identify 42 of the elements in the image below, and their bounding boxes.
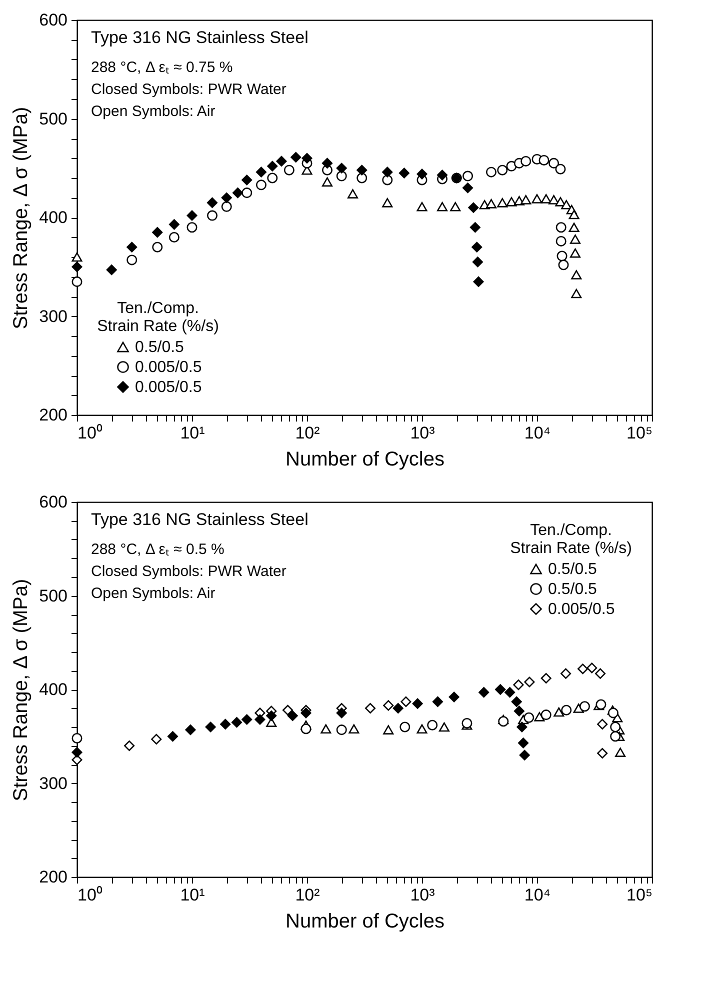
x-tick-label: 10⁵ bbox=[626, 886, 652, 904]
y-tick-label: 300 bbox=[39, 306, 68, 326]
x-tick-label: 10¹ bbox=[180, 886, 206, 904]
y-tick-label: 600 bbox=[39, 10, 68, 30]
x-tick-label: 10² bbox=[295, 886, 320, 904]
legend-label: 0.5/0.5 bbox=[548, 581, 598, 598]
x-tick-label: 10⁴ bbox=[524, 424, 551, 442]
legend-title: Ten./Comp. Strain Rate (%/s) bbox=[97, 300, 219, 335]
annotation: Closed Symbols: PWR Water bbox=[91, 81, 286, 98]
annotation: Closed Symbols: PWR Water bbox=[91, 563, 286, 580]
x-axis-title: Number of Cycles bbox=[286, 910, 444, 932]
y-axis-title: Stress Range, Δ σ (MPa) bbox=[10, 106, 32, 330]
y-tick-label: 500 bbox=[39, 586, 68, 606]
y-tick-label: 600 bbox=[39, 492, 68, 512]
y-tick-label: 200 bbox=[39, 868, 68, 886]
annotation: 288 °C, Δ εₜ ≈ 0.5 % bbox=[91, 541, 224, 558]
y-tick-label: 200 bbox=[39, 406, 68, 424]
x-tick-label: 10⁰ bbox=[78, 886, 102, 904]
x-axis-title: Number of Cycles bbox=[286, 448, 444, 470]
x-tick-label: 10⁵ bbox=[626, 424, 652, 442]
x-tick-label: 10⁰ bbox=[78, 424, 102, 442]
legend-label: 0.005/0.5 bbox=[548, 601, 615, 618]
x-tick-label: 10³ bbox=[410, 886, 436, 904]
x-tick-label: 10² bbox=[295, 424, 320, 442]
annotation: Open Symbols: Air bbox=[91, 103, 216, 120]
x-tick-label: 10¹ bbox=[180, 424, 206, 442]
legend-label: 0.5/0.5 bbox=[135, 339, 184, 356]
legend-label: 0.005/0.5 bbox=[135, 379, 202, 396]
annotation: 288 °C, Δ εₜ ≈ 0.75 % bbox=[91, 59, 233, 76]
y-axis-title: Stress Range, Δ σ (MPa) bbox=[10, 578, 32, 802]
y-tick-label: 400 bbox=[39, 208, 68, 227]
legend-label: 0.005/0.5 bbox=[135, 359, 202, 376]
legend-title: Ten./Comp. Strain Rate (%/s) bbox=[510, 522, 632, 557]
x-tick-label: 10³ bbox=[410, 424, 436, 442]
y-tick-label: 300 bbox=[39, 774, 68, 793]
y-tick-label: 500 bbox=[39, 109, 68, 128]
annotation: Type 316 NG Stainless Steel bbox=[91, 28, 308, 47]
annotation: Open Symbols: Air bbox=[91, 585, 216, 602]
y-tick-label: 400 bbox=[39, 680, 68, 699]
x-tick-label: 10⁴ bbox=[524, 886, 551, 904]
legend-label: 0.5/0.5 bbox=[548, 561, 598, 578]
annotation: Type 316 NG Stainless Steel bbox=[91, 510, 308, 529]
